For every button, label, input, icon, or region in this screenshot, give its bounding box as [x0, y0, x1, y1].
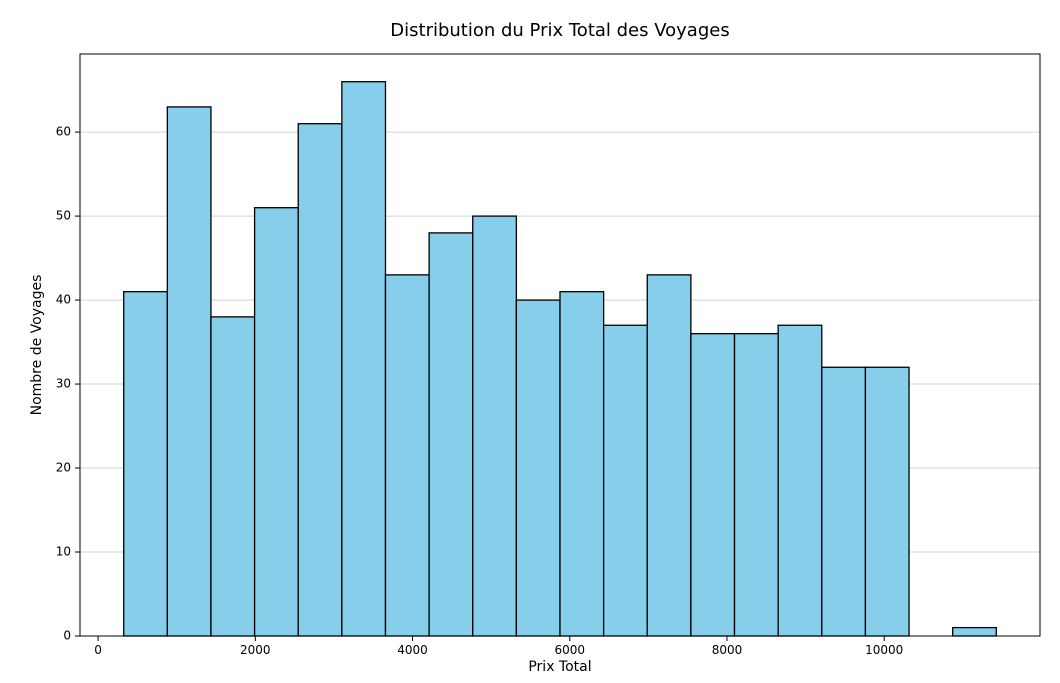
histogram-bar	[298, 124, 342, 636]
x-tick-label: 8000	[712, 643, 743, 657]
histogram-bar	[953, 628, 997, 636]
histogram-bar	[691, 334, 735, 636]
histogram-bar	[516, 300, 560, 636]
y-tick-label: 20	[56, 461, 71, 475]
x-tick-label: 0	[94, 643, 102, 657]
y-tick-label: 10	[56, 545, 71, 559]
histogram-bar	[255, 208, 299, 636]
x-tick-label: 4000	[397, 643, 428, 657]
chart-svg: 0 2000 4000 6000 8000 10000 0 10 20 30 40 50 60 Prix …	[0, 0, 1060, 683]
histogram-bar	[560, 292, 604, 636]
histogram-bar	[735, 334, 779, 636]
y-tick-label: 0	[63, 629, 71, 643]
chart-title: Distribution du Prix Total des Voyages	[390, 20, 729, 41]
y-tick-label: 50	[56, 209, 71, 223]
x-axis-label: Prix Total	[528, 659, 591, 675]
histogram-bar	[124, 292, 168, 636]
histogram-bar	[342, 82, 386, 636]
y-tick-label: 60	[56, 125, 71, 139]
histogram-bar	[865, 367, 909, 636]
histogram-chart: 0 2000 4000 6000 8000 10000 0 10 20 30 40 50 60 Prix …	[0, 0, 1060, 683]
histogram-bar	[211, 317, 255, 636]
y-axis-label: Nombre de Voyages	[29, 275, 45, 416]
histogram-bar	[473, 216, 517, 636]
histogram-bar	[778, 325, 822, 636]
histogram-bar	[429, 233, 473, 636]
histogram-bar	[385, 275, 429, 636]
x-tick-label: 2000	[240, 643, 271, 657]
y-tick-label: 40	[56, 293, 71, 307]
histogram-bar	[822, 367, 866, 636]
histogram-bar	[647, 275, 691, 636]
x-tick-label: 6000	[554, 643, 585, 657]
y-tick-label: 30	[56, 377, 71, 391]
histogram-bar	[604, 325, 648, 636]
x-tick-label: 10000	[865, 643, 903, 657]
histogram-bar	[167, 107, 211, 636]
